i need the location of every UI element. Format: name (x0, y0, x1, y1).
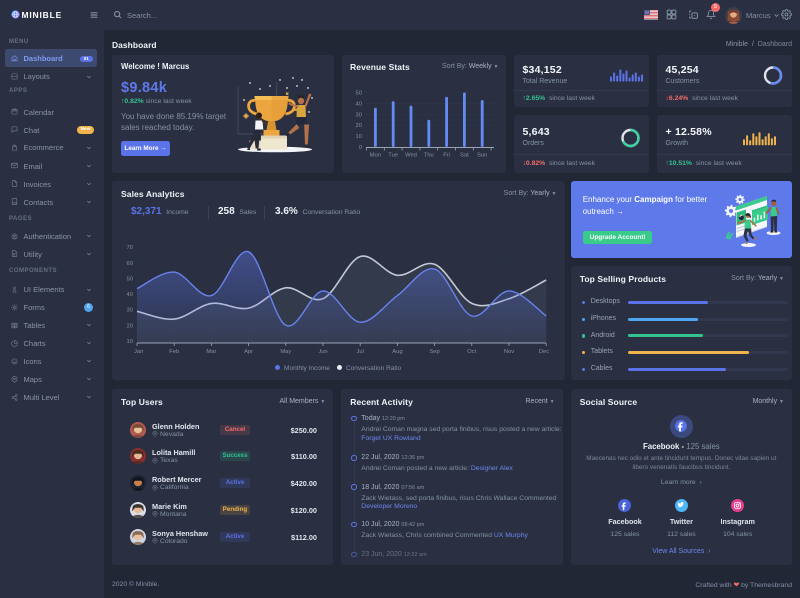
svg-text:Thu: Thu (424, 152, 434, 158)
svg-text:40: 40 (127, 292, 133, 298)
svg-text:Sep: Sep (429, 349, 439, 355)
svg-text:Fri: Fri (443, 152, 450, 158)
svg-text:Wed: Wed (405, 152, 417, 158)
svg-text:Oct: Oct (467, 349, 476, 355)
svg-text:Sun: Sun (477, 152, 487, 158)
svg-text:Aug: Aug (392, 349, 402, 355)
svg-text:Jan: Jan (134, 349, 143, 355)
svg-text:Jul: Jul (356, 349, 363, 355)
svg-text:50: 50 (127, 276, 133, 282)
svg-text:70: 70 (127, 245, 133, 251)
svg-text:Nov: Nov (504, 349, 514, 355)
svg-text:Jun: Jun (318, 349, 327, 355)
svg-text:10: 10 (127, 339, 133, 345)
svg-text:Dec: Dec (539, 349, 549, 355)
svg-text:40: 40 (356, 101, 362, 107)
svg-text:Sat: Sat (460, 152, 469, 158)
svg-text:May: May (280, 349, 291, 355)
svg-text:Tue: Tue (388, 152, 398, 158)
svg-text:20: 20 (356, 123, 362, 129)
svg-text:20: 20 (127, 323, 133, 329)
svg-text:30: 30 (127, 308, 133, 314)
svg-text:60: 60 (127, 261, 133, 267)
svg-text:Feb: Feb (169, 349, 179, 355)
svg-text:50: 50 (356, 90, 362, 96)
svg-text:0: 0 (359, 145, 362, 151)
svg-text:Mon: Mon (370, 152, 381, 158)
svg-text:Apr: Apr (244, 349, 253, 355)
svg-text:30: 30 (356, 112, 362, 118)
svg-text:10: 10 (356, 134, 362, 140)
svg-text:Mar: Mar (206, 349, 216, 355)
